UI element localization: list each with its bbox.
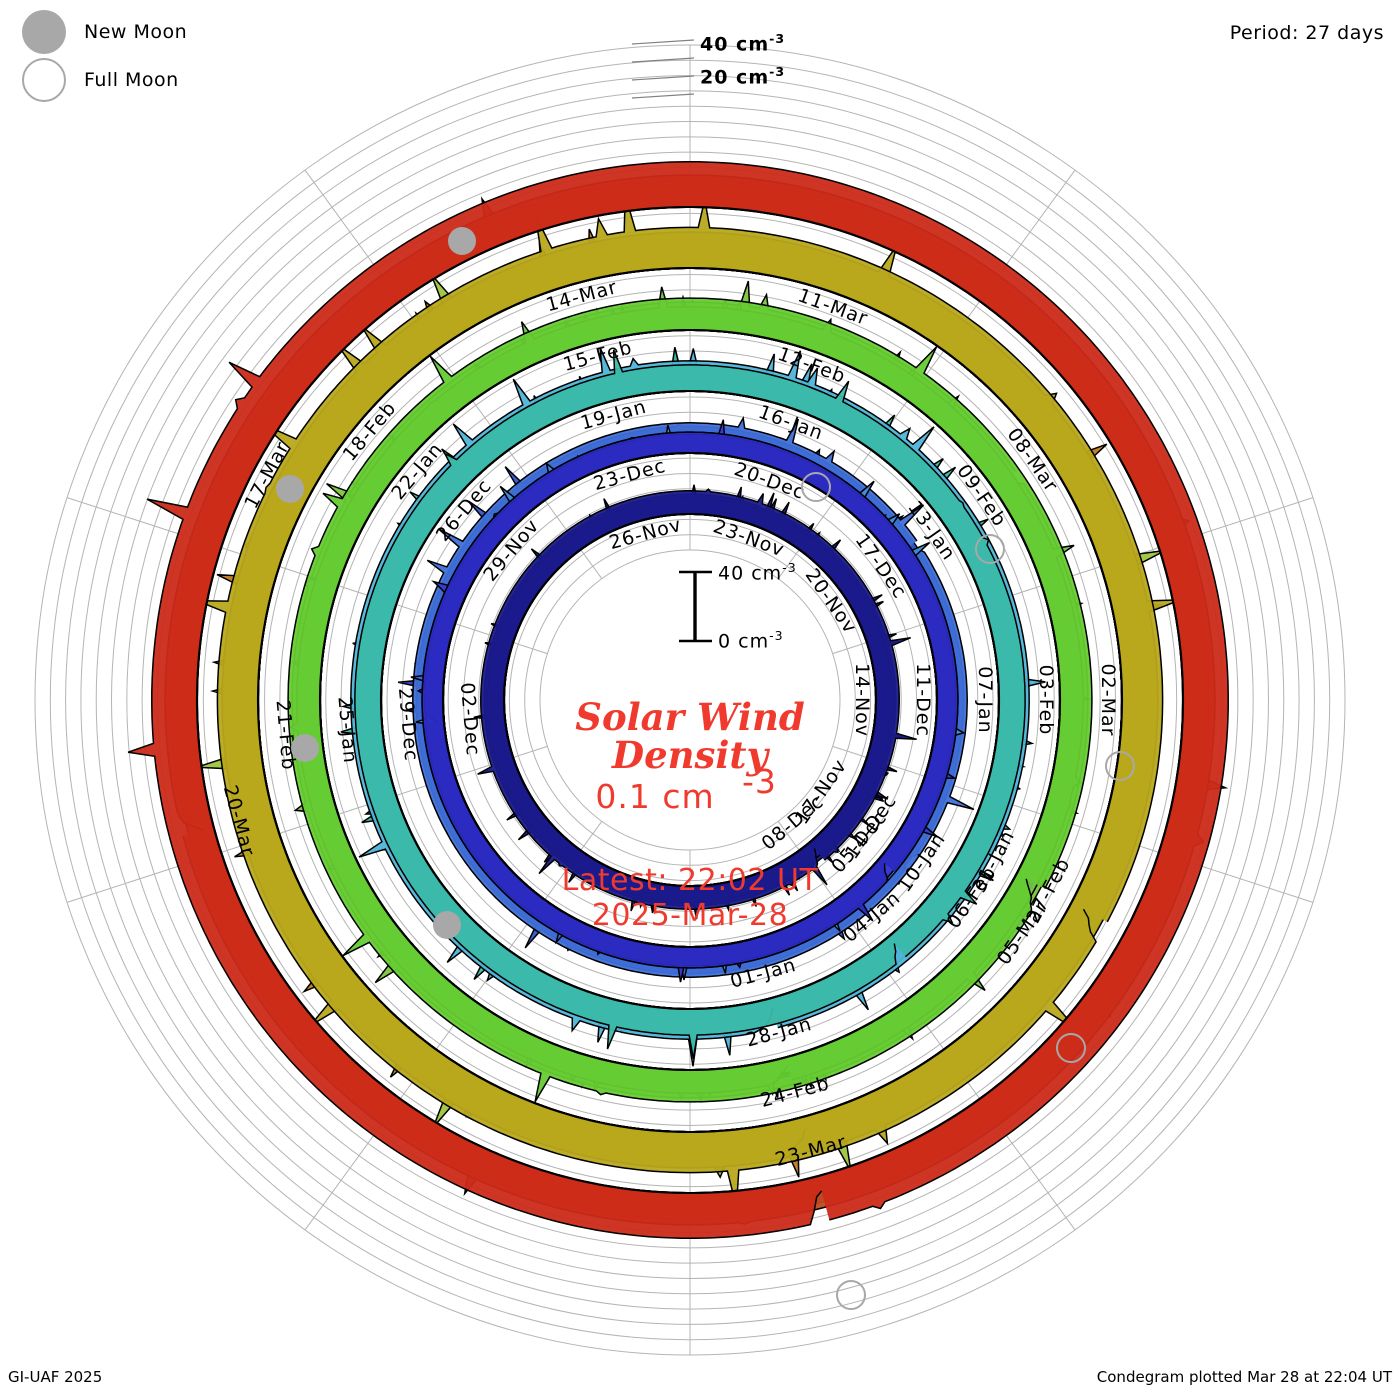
footer-credit: GI-UAF 2025 (8, 1368, 103, 1386)
date-label: 03-Feb (1035, 665, 1057, 736)
axis-label-20: 20 cm-3 (700, 64, 786, 89)
date-label: 14-Nov (851, 663, 873, 737)
full-moon-marker (836, 1280, 866, 1310)
full-moon-marker (1105, 751, 1135, 781)
legend-label-new-moon: New Moon (84, 21, 188, 43)
date-label: 02-Mar (1097, 664, 1119, 737)
footer-plot-timestamp: Condegram plotted Mar 28 at 22:04 UT (1096, 1368, 1392, 1386)
period-label: Period: 27 days (1229, 22, 1384, 44)
center-scale-bar (679, 570, 712, 643)
date-label: 07-Jan (974, 666, 996, 733)
new-moon-marker (276, 475, 304, 503)
moon-markers-layer (276, 227, 1135, 1310)
center-latest-time: Latest: 22:02 UT (562, 863, 819, 898)
new-moon-icon (22, 10, 66, 54)
center-current-value: 0.1 cm (595, 777, 714, 816)
date-label: 02-Dec (456, 682, 484, 757)
center-latest-date: 2025-Mar-28 (592, 898, 788, 933)
full-moon-marker (975, 534, 1005, 564)
full-moon-marker (801, 472, 831, 502)
legend-item-full-moon: Full Moon (22, 56, 342, 104)
full-moon-icon (22, 58, 66, 102)
new-moon-marker (448, 227, 476, 255)
legend-label-full-moon: Full Moon (84, 69, 179, 91)
axis-label-40: 40 cm-3 (700, 31, 786, 56)
scale-bar-top-label: 40 cm-3 (718, 560, 797, 585)
date-label: 25-Jan (333, 695, 361, 764)
data-rings-layer (127, 161, 1229, 1239)
full-moon-marker (1056, 1033, 1086, 1063)
center-current-value-exponent: -3 (742, 762, 777, 801)
moon-legend: New Moon Full Moon (22, 8, 342, 104)
center-title-line1: Solar Wind (575, 695, 805, 739)
date-label: 11-Dec (912, 663, 934, 737)
scale-bar-bottom-label: 0 cm-3 (718, 628, 784, 653)
center-title-line2: Density (611, 733, 771, 777)
legend-item-new-moon: New Moon (22, 8, 342, 56)
new-moon-marker (433, 911, 461, 939)
new-moon-marker (291, 734, 319, 762)
